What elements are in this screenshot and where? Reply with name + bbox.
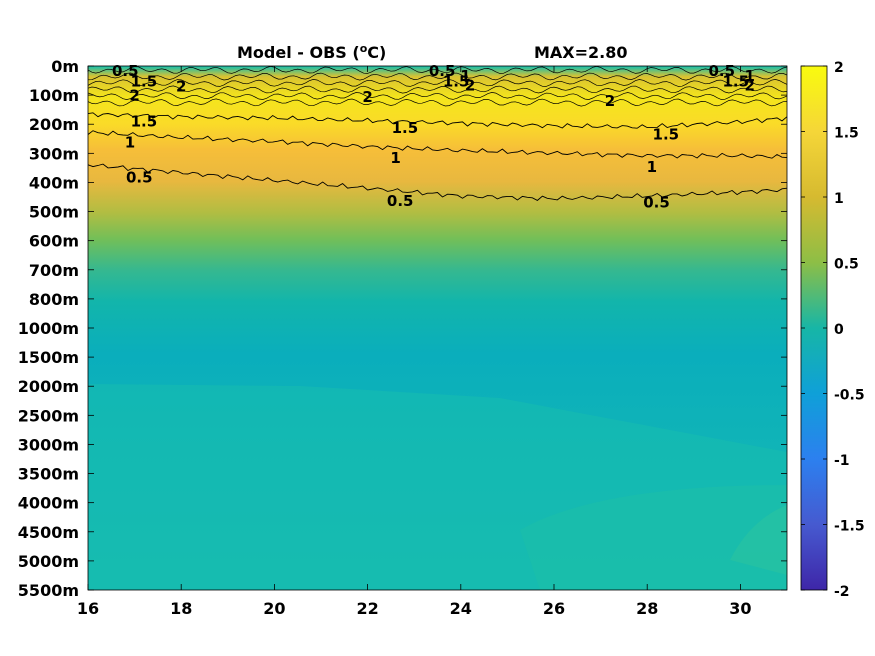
x-tick-label: 26 — [543, 599, 565, 618]
contour-label: 0.5 — [708, 62, 735, 80]
contour-0.5 — [88, 163, 787, 201]
x-tick-label: 22 — [356, 599, 378, 618]
contour-label: 1 — [745, 67, 755, 85]
colorbar-tick-label: -2 — [834, 584, 850, 600]
y-tick-label: 700m — [29, 261, 79, 280]
colorbar: 2 1.5 1 0.5 0 -0.5 -1 -1.5 -2 — [800, 60, 865, 600]
contour-label: 1 — [390, 149, 400, 167]
contour-label: 0.5 — [429, 62, 456, 80]
contour-labels: 0.51.5 20.5 11.520.5 11.522 2 21.5 1.5 1.51110.… — [112, 62, 755, 211]
contour-label: 2 — [465, 76, 475, 94]
degree-superscript: o — [360, 42, 368, 55]
y-tick-label: 3000m — [18, 435, 79, 454]
y-tick-label: 300m — [29, 144, 79, 163]
colorbar-ticks: 2 1.5 1 0.5 0 -0.5 -1 -1.5 -2 — [801, 60, 865, 600]
colorbar-gradient — [800, 65, 828, 591]
contour-1.5 — [88, 112, 787, 129]
contour-label: 2 — [129, 87, 139, 105]
y-tick-label: 2000m — [18, 377, 79, 396]
colorbar-tick-label: -0.5 — [834, 388, 865, 404]
y-tick-label: 5500m — [18, 581, 79, 600]
chart-title: Model - OBS (oC) — [237, 42, 386, 62]
y-tick-label: 0m — [51, 57, 79, 76]
y-tick-label: 600m — [29, 232, 79, 251]
plot-area: 0.51.5 20.5 11.520.5 11.522 2 21.5 1.5 1.51110.… — [87, 62, 788, 591]
colorbar-tick-label: 1 — [834, 191, 844, 207]
x-tick-label: 30 — [729, 599, 751, 618]
contour-label: 2 — [605, 92, 615, 110]
colorbar-tick-label: 1.5 — [834, 126, 859, 142]
x-tick-label: 24 — [450, 599, 472, 618]
y-tick-label: 500m — [29, 203, 79, 222]
colorbar-tick-label: 2 — [834, 60, 844, 76]
colorbar-tick-label: 0.5 — [834, 257, 859, 273]
contour-label: 0.5 — [387, 192, 414, 210]
contour-label: 0.5 — [643, 193, 670, 211]
y-tick-label: 400m — [29, 173, 79, 192]
y-tick-label: 4500m — [18, 523, 79, 542]
x-tick-label: 16 — [77, 599, 99, 618]
contour-1 — [88, 130, 787, 159]
surface-contour — [88, 72, 787, 81]
contour-label: 2 — [745, 76, 755, 94]
y-tick-label: 1500m — [18, 348, 79, 367]
y-tick-label: 1000m — [18, 319, 79, 338]
surface-contour — [88, 92, 787, 100]
y-tick-label: 800m — [29, 290, 79, 309]
x-tick-label: 20 — [263, 599, 285, 618]
bottom-water-patch — [520, 485, 787, 590]
surface-contour — [88, 98, 787, 107]
y-tick-label: 200m — [29, 115, 79, 134]
y-axis: 0m 100m 200m 300m 400m 500m 600m 700m 800m 1000m 1… — [18, 57, 787, 600]
y-tick-label: 5000m — [18, 552, 79, 571]
contour-label: 0.5 — [112, 62, 139, 80]
contour-label: 1.5 — [653, 126, 680, 144]
contour-label: 1 — [125, 134, 135, 152]
colorbar-tick-label: -1 — [834, 453, 850, 469]
y-tick-label: 4000m — [18, 494, 79, 513]
contour-label: 1.5 — [443, 72, 470, 90]
contour-label: 2 — [176, 78, 186, 96]
contour-label: 1.5 — [131, 72, 158, 90]
contour-label: 1 — [647, 158, 657, 176]
x-axis: 16 18 20 22 24 26 28 30 — [77, 66, 752, 618]
max-label: MAX=2.80 — [534, 43, 628, 62]
surface-contour — [88, 66, 787, 74]
x-tick-label: 18 — [170, 599, 192, 618]
contour-lines — [88, 66, 787, 201]
contour-label: 0.5 — [126, 169, 153, 187]
colorbar-tick-label: -1.5 — [834, 519, 865, 535]
y-tick-label: 2500m — [18, 406, 79, 425]
contour-label: 2 — [362, 88, 372, 106]
y-tick-label: 3500m — [18, 465, 79, 484]
contour-label: 1 — [460, 67, 470, 85]
contour-label: 1.5 — [392, 119, 419, 137]
x-tick-label: 28 — [636, 599, 658, 618]
y-tick-label: 100m — [29, 86, 79, 105]
surface-contour — [88, 79, 787, 87]
abyssal-patch — [730, 505, 787, 575]
surface-contour — [88, 85, 787, 94]
contour-label: 1.5 — [131, 113, 158, 131]
colorbar-tick-label: 0 — [834, 322, 844, 338]
contour-label: 1.5 — [722, 72, 749, 90]
